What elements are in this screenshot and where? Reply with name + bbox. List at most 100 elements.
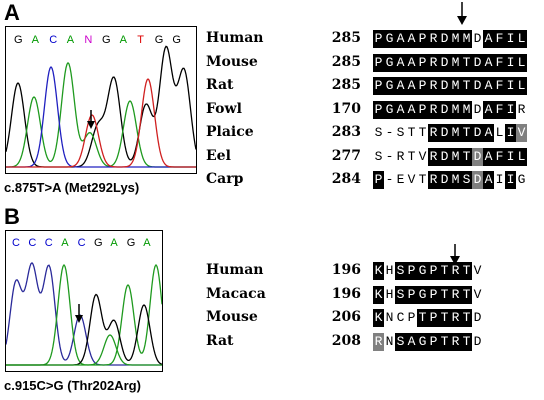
trace-ax xyxy=(6,334,162,366)
alignment-arrow-icon xyxy=(457,2,467,25)
residue: P xyxy=(373,77,384,95)
chromatogram-a-base-5: N xyxy=(84,34,93,46)
residue: P xyxy=(406,262,417,280)
residue: P xyxy=(428,309,439,327)
residue: I xyxy=(505,124,516,142)
chromatogram-b-base-7: A xyxy=(110,237,118,249)
residue: - xyxy=(385,172,394,187)
species-name: Mouse xyxy=(206,309,258,325)
residue: P xyxy=(373,171,384,189)
mutation-arrow-icon xyxy=(87,110,95,129)
species-name: Fowl xyxy=(206,100,242,117)
residue: S xyxy=(395,262,406,280)
chromatogram-a-base-1: G xyxy=(14,34,23,46)
residue: F xyxy=(494,100,505,119)
trace-c xyxy=(6,65,196,168)
residue: P xyxy=(417,100,428,119)
residue: G xyxy=(384,100,395,119)
residue: L xyxy=(495,125,504,140)
residue: A xyxy=(483,77,494,95)
residue: T xyxy=(461,124,472,142)
residue: R xyxy=(450,309,461,327)
species-name: Macaca xyxy=(206,285,266,302)
residue: D xyxy=(472,77,483,95)
residue: R xyxy=(428,30,439,48)
residue: D xyxy=(439,100,450,119)
residue: T xyxy=(461,309,472,327)
residue: A xyxy=(483,147,494,166)
residue: P xyxy=(417,53,428,72)
residue: P xyxy=(417,30,428,48)
residue: A xyxy=(395,30,406,48)
residue: A xyxy=(395,100,406,119)
residue: M xyxy=(450,53,461,72)
residue: R xyxy=(428,147,439,166)
chromatogram-b-base-2: C xyxy=(28,237,37,249)
residue: L xyxy=(516,53,527,72)
species-name: Human xyxy=(206,30,264,46)
residue: N xyxy=(385,310,394,325)
residue: I xyxy=(505,77,516,95)
residue-start-number: 170 xyxy=(331,100,361,117)
residue: G xyxy=(417,332,428,351)
residue: T xyxy=(439,309,450,327)
residue: T xyxy=(461,285,472,304)
residue: S xyxy=(374,125,383,140)
residue: T xyxy=(439,285,450,304)
residue: T xyxy=(461,147,472,166)
chromatogram-b-traces xyxy=(6,261,162,366)
residue: A xyxy=(483,171,494,189)
residue: F xyxy=(494,147,505,166)
residue: P xyxy=(373,30,384,48)
residue: A xyxy=(406,100,417,119)
residue: G xyxy=(517,172,526,187)
residue: G xyxy=(384,53,395,72)
residue: T xyxy=(418,172,427,187)
residue: K xyxy=(373,262,384,280)
residue: R xyxy=(428,171,439,189)
residue: V xyxy=(473,286,482,302)
residue: K xyxy=(373,309,384,327)
residue: G xyxy=(417,285,428,304)
residue-start-number: 285 xyxy=(331,77,361,93)
panel-a-label: A xyxy=(4,0,20,25)
residue: R xyxy=(428,77,439,95)
residue: F xyxy=(494,53,505,72)
residue: R xyxy=(450,285,461,304)
residue: T xyxy=(461,332,472,351)
trace-g xyxy=(6,293,162,366)
residue: L xyxy=(516,147,527,166)
mutation-caption-b: c.915C>G (Thr202Arg) xyxy=(4,378,141,393)
chromatogram-a-base-10: G xyxy=(172,34,181,46)
residue: M xyxy=(450,171,461,189)
residue: R xyxy=(373,332,384,351)
residue: V xyxy=(407,172,416,187)
residue: G xyxy=(417,262,428,280)
species-name: Rat xyxy=(206,77,234,93)
residue-start-number: 206 xyxy=(331,309,361,325)
residue-start-number: 285 xyxy=(331,53,361,70)
chromatogram-b xyxy=(5,230,163,372)
species-name: Mouse xyxy=(206,53,258,70)
residue: D xyxy=(473,31,482,46)
residue: A xyxy=(483,100,494,119)
residue: R xyxy=(517,101,526,117)
residue: A xyxy=(395,53,406,72)
residue-start-number: 283 xyxy=(331,124,361,140)
residue: D xyxy=(473,310,482,325)
chromatogram-a xyxy=(5,26,197,174)
residue: R xyxy=(450,262,461,280)
residue: A xyxy=(406,30,417,48)
residue: R xyxy=(428,100,439,119)
species-name: Rat xyxy=(206,332,234,349)
residue-start-number: 196 xyxy=(331,262,361,278)
residue: M xyxy=(450,147,461,166)
residue: M xyxy=(450,124,461,142)
residue: A xyxy=(406,77,417,95)
residue: - xyxy=(385,125,394,140)
residue: G xyxy=(384,30,395,48)
trace-c xyxy=(6,261,162,366)
species-name: Human xyxy=(206,262,264,278)
residue: P xyxy=(406,285,417,304)
species-name: Carp xyxy=(206,171,244,187)
